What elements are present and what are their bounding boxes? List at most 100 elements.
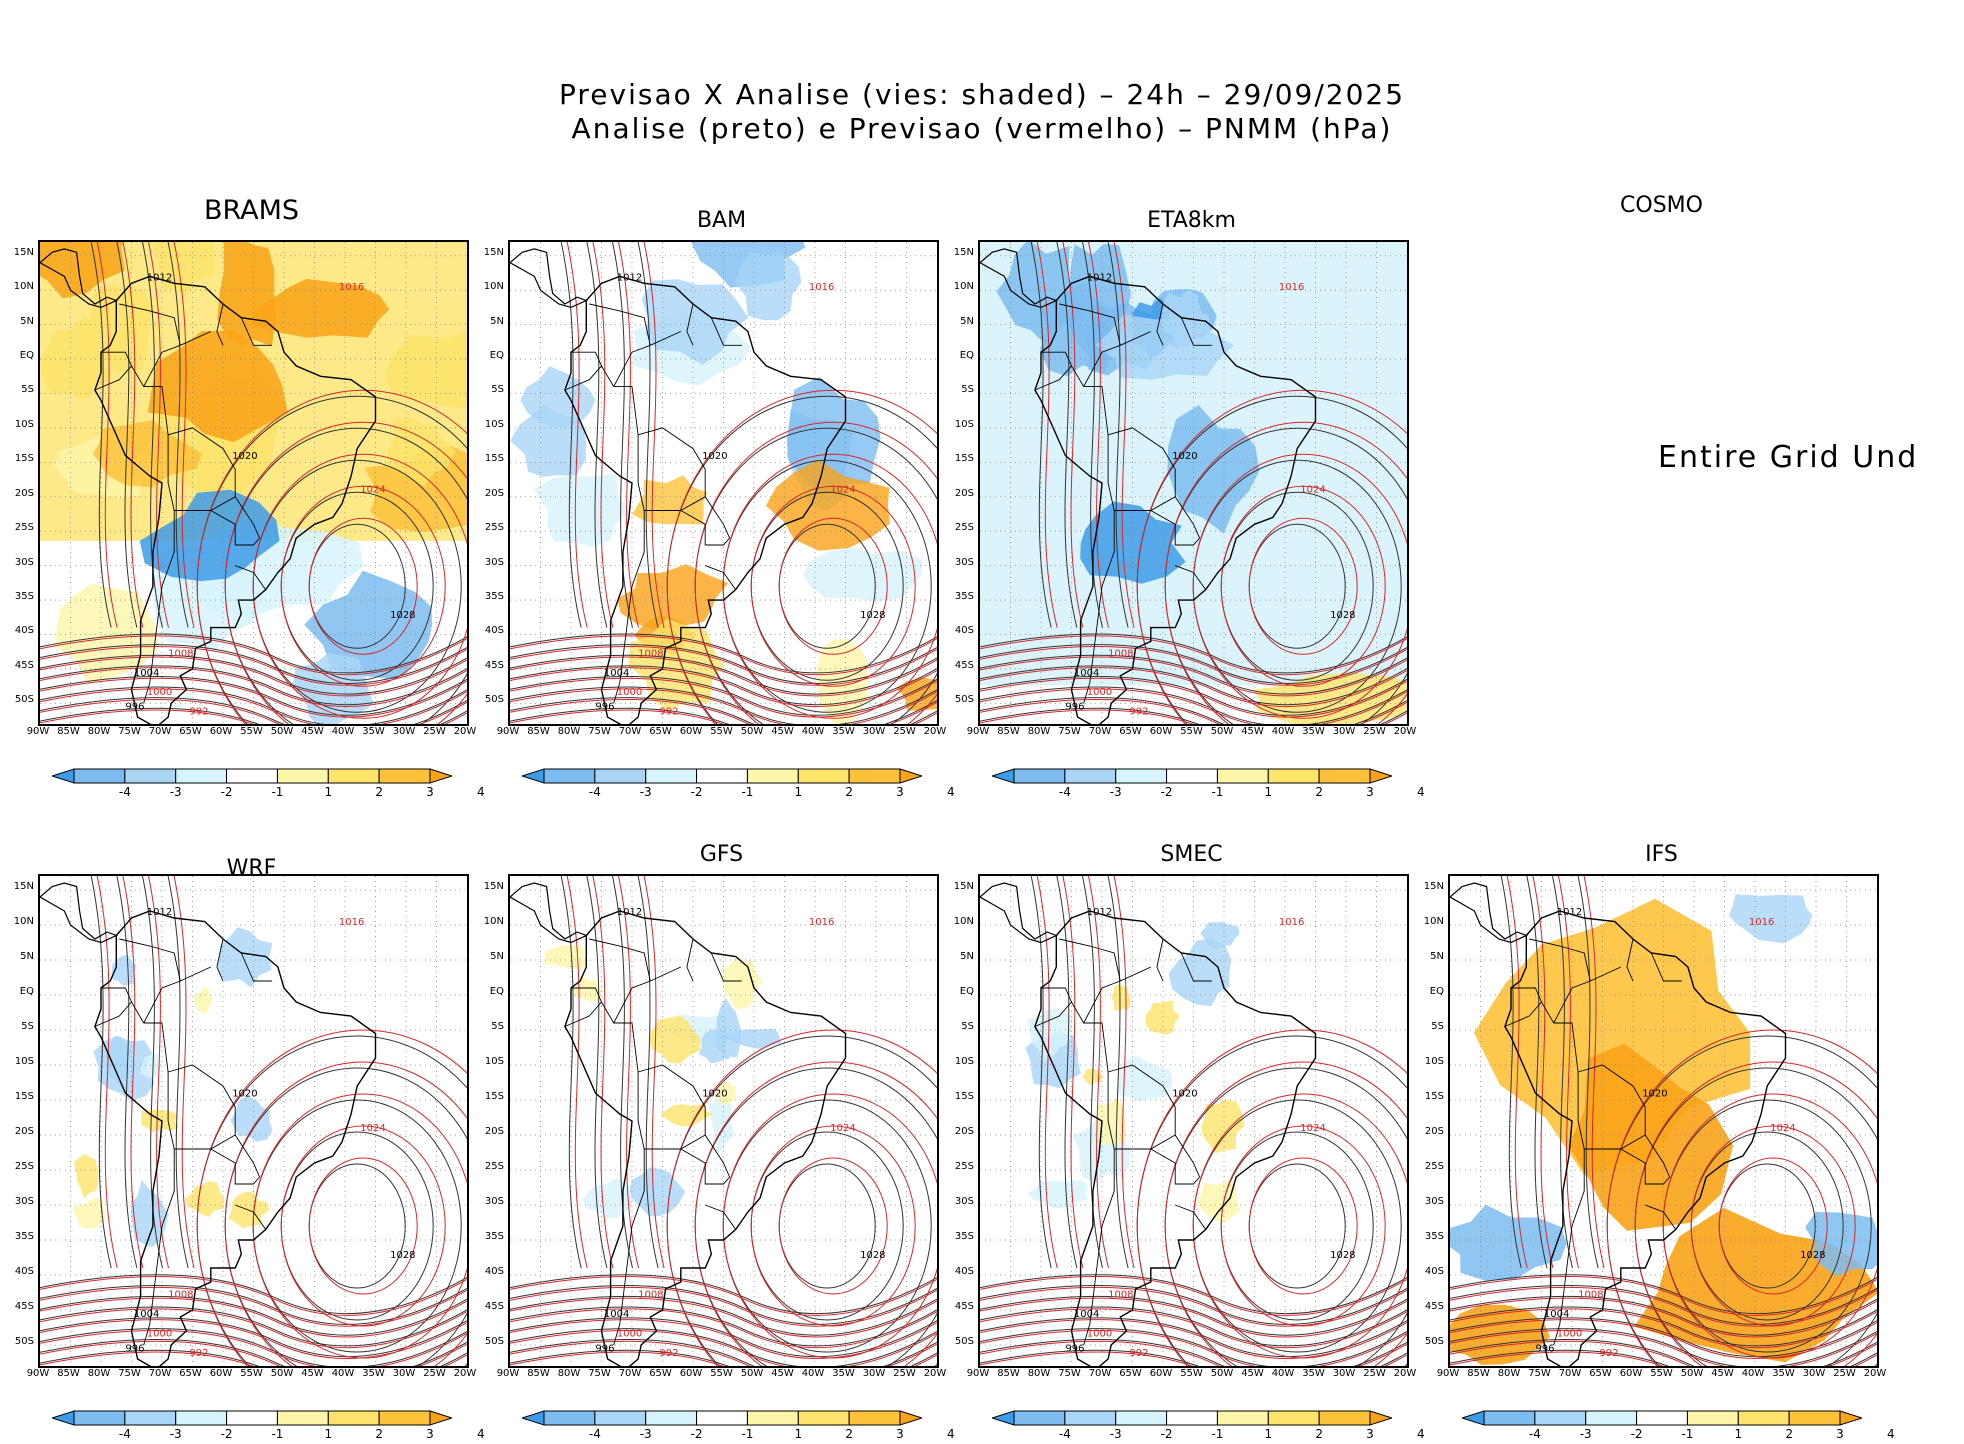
longitude-label: 85W: [997, 1368, 1020, 1379]
forecast-isobar: [1062, 876, 1084, 1269]
colorbar: -4 -3 -2 -1 1 2 3 4: [520, 768, 955, 802]
isobar-label: 1012: [147, 273, 172, 284]
latitude-label: 5N: [1430, 951, 1444, 962]
longitude-label: 85W: [57, 1368, 80, 1379]
latitude-label: 25S: [1424, 1161, 1444, 1172]
forecast-isobar: [750, 485, 916, 687]
country-border: [1529, 938, 1591, 982]
analysis-isobar: [510, 1295, 937, 1336]
colorbar-segment: [1013, 768, 1066, 784]
analysis-isobar: [1450, 1317, 1877, 1358]
longitude-label: 40W: [1271, 726, 1295, 737]
country-border: [1034, 1001, 1085, 1027]
country-border: [1041, 351, 1072, 367]
latitude-label: 20S: [954, 487, 974, 499]
bias-shading-cold: [734, 251, 802, 321]
longitude-label: 50W: [1210, 1368, 1234, 1379]
latitude-label: 30S: [14, 1196, 34, 1207]
latitude-label: 35S: [14, 1231, 34, 1242]
country-border: [167, 427, 261, 539]
longitude-label: 80W: [557, 726, 581, 737]
country-border: [1175, 565, 1207, 590]
colorbar-segment: [1318, 768, 1371, 784]
colorbar-label: 3: [426, 1427, 434, 1441]
country-border: [101, 351, 132, 367]
analysis-isobar: [980, 1349, 1407, 1366]
forecast-isobar: [1450, 1286, 1877, 1327]
country-border: [1645, 1204, 1677, 1230]
forecast-isobar: [1220, 1125, 1386, 1327]
longitude-label: 70W: [148, 1368, 172, 1379]
analysis-isobar: [1082, 876, 1103, 1269]
bias-shading-warm: [147, 330, 288, 443]
analysis-isobar: [980, 1274, 1407, 1315]
analysis-isobar: [40, 1349, 467, 1366]
panel-title: GFS: [699, 842, 744, 867]
forecast-isobar: [252, 453, 467, 719]
forecast-isobar: [308, 517, 418, 655]
colorbar-label: 1: [1264, 1427, 1273, 1441]
country-border: [1577, 1064, 1671, 1178]
forecast-isobar: [1136, 389, 1407, 724]
analysis-isobar: [637, 876, 659, 1269]
forecast-isobar: [1450, 1276, 1877, 1316]
country-border: [235, 1204, 267, 1230]
longitude-label: 40W: [1271, 1368, 1295, 1379]
forecast-isobar: [40, 1340, 467, 1366]
latitude-label: 40S: [484, 1266, 504, 1277]
colorbar-segment: [1636, 1410, 1688, 1426]
map-frame: 1012 1016 1020 1024 1028 1008 1004 1000 996 992: [978, 240, 1409, 726]
colorbar-label: -2: [220, 1427, 233, 1441]
panel-title: SMEC: [1160, 842, 1223, 867]
coastline: [1504, 910, 1787, 1366]
country-border: [94, 1001, 145, 1027]
country-border: [589, 938, 651, 982]
country-border: [143, 1149, 175, 1346]
colorbar-label: 4: [947, 785, 955, 799]
colorbar-label: 1: [324, 1427, 333, 1441]
isobar-label: 1000: [147, 1329, 172, 1340]
colorbar-segment: [1686, 1410, 1739, 1426]
colorbar-segment: [645, 1410, 698, 1426]
bias-shading-warm: [140, 1109, 180, 1133]
isobar-label: 1024: [360, 1123, 385, 1134]
longitude-label: 25W: [1833, 1368, 1856, 1379]
latitude-label: 45S: [14, 659, 34, 671]
longitude-label: 55W: [710, 1368, 733, 1379]
forecast-isobar: [980, 1276, 1407, 1316]
isobar-label: 1008: [1108, 1289, 1133, 1300]
analysis-isobar: [612, 876, 633, 1269]
longitude-label: 25W: [423, 1368, 446, 1379]
colorbar-label: 2: [375, 785, 383, 799]
colorbar-segment: [1267, 768, 1320, 784]
isobar-label: 1024: [360, 485, 385, 496]
longitude-label: 75W: [118, 1368, 141, 1379]
longitude-label: 80W: [87, 726, 111, 737]
longitude-label: 30W: [862, 726, 886, 737]
coastline: [980, 248, 1058, 309]
forecast-isobar: [1690, 1125, 1856, 1327]
longitude-label: 60W: [1619, 1368, 1643, 1379]
map-frame: 1012 1016 1020 1024 1028 1008 1004 1000 996 992: [508, 874, 939, 1368]
colorbar-label: 2: [1315, 785, 1323, 799]
country-border: [1626, 938, 1634, 982]
isobar-label: 1008: [1578, 1289, 1603, 1300]
analysis-isobar: [167, 876, 189, 1269]
colorbar-segment: [1064, 1410, 1117, 1426]
latitude-label: 40S: [484, 625, 504, 637]
colorbar-label: 3: [896, 1427, 904, 1441]
longitude-label: 80W: [1027, 726, 1051, 737]
analysis-isobar: [980, 1317, 1407, 1358]
forecast-isobar: [40, 698, 467, 724]
colorbar-label: -1: [1681, 1427, 1694, 1441]
forecast-isobar: [1136, 1029, 1407, 1366]
bias-shading-cold: [139, 489, 280, 582]
analysis-isobar: [637, 242, 659, 628]
country-border: [1650, 952, 1682, 982]
forecast-isobar: [122, 876, 144, 1269]
coastline: [564, 275, 847, 724]
forecast-isobar: [778, 517, 888, 655]
map-frame: 1012 1016 1020 1024 1028 1008 1004 1000 996 992: [38, 240, 469, 726]
country-border: [710, 952, 742, 982]
